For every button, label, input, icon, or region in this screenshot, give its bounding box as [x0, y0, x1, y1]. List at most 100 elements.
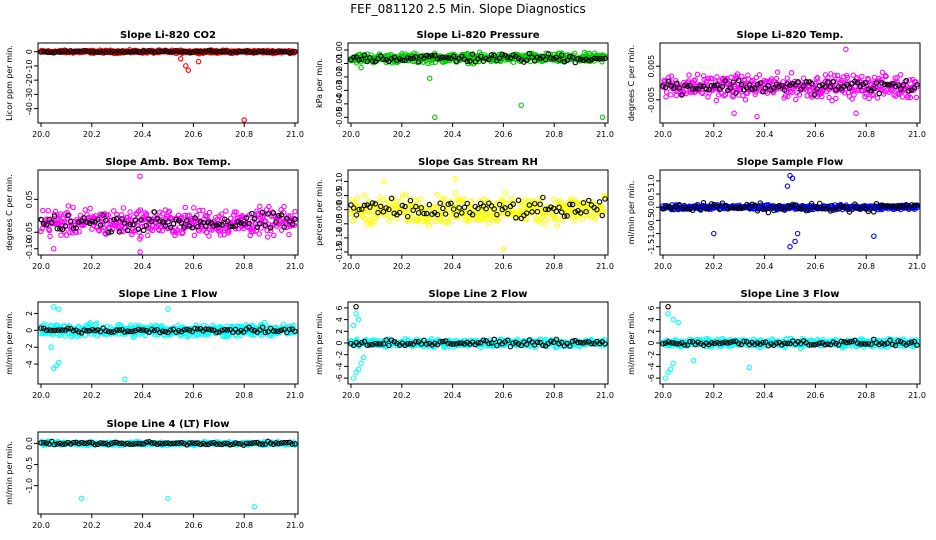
data-point — [231, 209, 238, 215]
data-point — [686, 72, 692, 78]
summary-point — [744, 85, 750, 91]
data-point — [256, 231, 262, 237]
data-point — [523, 216, 529, 223]
summary-point — [350, 54, 357, 61]
summary-point — [205, 326, 212, 333]
summary-points — [348, 194, 608, 222]
summary-point — [224, 48, 231, 55]
summary-point — [70, 225, 77, 231]
summary-point — [862, 341, 869, 347]
data-point — [773, 75, 780, 82]
summary-point — [369, 58, 376, 64]
summary-point — [537, 201, 543, 208]
x-tick-label: 20.6 — [184, 521, 202, 530]
data-point — [516, 207, 523, 214]
summary-point — [687, 206, 693, 212]
summary-point — [367, 342, 373, 348]
data-point — [264, 234, 271, 240]
data-point — [254, 211, 261, 217]
summary-point — [391, 54, 397, 61]
summary-point — [689, 207, 696, 214]
summary-point — [843, 339, 850, 346]
summary-point — [722, 339, 728, 345]
y-tick-label: -0.03 — [335, 80, 344, 101]
summary-point — [762, 206, 769, 212]
summary-point — [594, 206, 600, 213]
summary-point — [402, 342, 408, 349]
summary-point — [259, 48, 266, 55]
data-point — [785, 93, 791, 100]
summary-point — [238, 220, 244, 226]
data-point — [120, 205, 127, 211]
plot-title: Slope Li-820 Temp. — [737, 30, 844, 41]
data-point — [897, 72, 904, 78]
summary-point — [130, 221, 136, 228]
summary-point — [453, 58, 460, 64]
summary-point — [735, 205, 742, 211]
summary-point — [94, 216, 101, 223]
data-point — [913, 79, 919, 85]
outlier-point — [350, 375, 357, 381]
outlier-point — [843, 46, 849, 53]
summary-point — [572, 59, 579, 66]
summary-point — [108, 229, 115, 235]
plot-title: Slope Line 4 (LT) Flow — [106, 419, 229, 430]
data-point — [46, 227, 53, 234]
data-point — [522, 196, 528, 203]
summary-point — [860, 340, 866, 347]
summary-point — [730, 338, 737, 345]
summary-point — [407, 55, 414, 62]
x-tick-label: 20.6 — [184, 391, 202, 400]
summary-point — [841, 338, 847, 345]
data-point — [485, 220, 492, 226]
x-tick-label: 20.4 — [756, 262, 774, 271]
outlier-point — [50, 303, 57, 310]
outlier-point — [426, 75, 433, 82]
summary-point — [671, 85, 677, 92]
x-tick-label: 20.0 — [32, 130, 50, 139]
summary-point — [132, 217, 139, 223]
summary-point — [887, 204, 893, 210]
x-tick-label: 20.6 — [184, 130, 202, 139]
summary-point — [572, 209, 579, 215]
summary-point — [852, 201, 858, 207]
x-tick-label: 20.6 — [494, 130, 512, 139]
data-point — [370, 208, 377, 215]
summary-point — [383, 337, 389, 343]
summary-point — [135, 226, 142, 232]
summary-point — [596, 56, 603, 62]
y-tick-label: -1.0 — [647, 226, 656, 242]
summary-point — [665, 203, 672, 209]
data-point — [542, 217, 549, 223]
summary-point — [698, 83, 704, 90]
summary-point — [733, 204, 739, 211]
summary-point — [881, 81, 888, 88]
summary-point — [459, 53, 465, 60]
summary-point — [689, 86, 696, 92]
summary-point — [735, 340, 742, 347]
data-point — [567, 207, 574, 214]
data-point — [899, 94, 906, 100]
outlier-point — [137, 249, 143, 255]
y-tick-label: -4 — [25, 360, 34, 368]
outlier-point — [165, 306, 171, 312]
summary-point — [284, 48, 290, 55]
summary-point — [170, 49, 177, 55]
y-tick-label: -40 — [25, 102, 34, 115]
data-point — [902, 79, 908, 85]
summary-point — [599, 212, 606, 219]
summary-point — [569, 338, 576, 344]
outlier-point — [56, 306, 62, 312]
data-point — [200, 207, 206, 214]
summary-point — [687, 82, 693, 89]
data-point — [796, 92, 803, 98]
summary-point — [386, 58, 392, 65]
summary-point — [564, 57, 570, 64]
summary-point — [421, 210, 427, 217]
data-point — [541, 212, 547, 218]
summary-point — [249, 326, 255, 333]
y-tick-label: -10 — [25, 59, 34, 72]
summary-point — [369, 200, 376, 206]
summary-point — [515, 341, 522, 347]
y-tick-label: 4 — [335, 317, 344, 322]
